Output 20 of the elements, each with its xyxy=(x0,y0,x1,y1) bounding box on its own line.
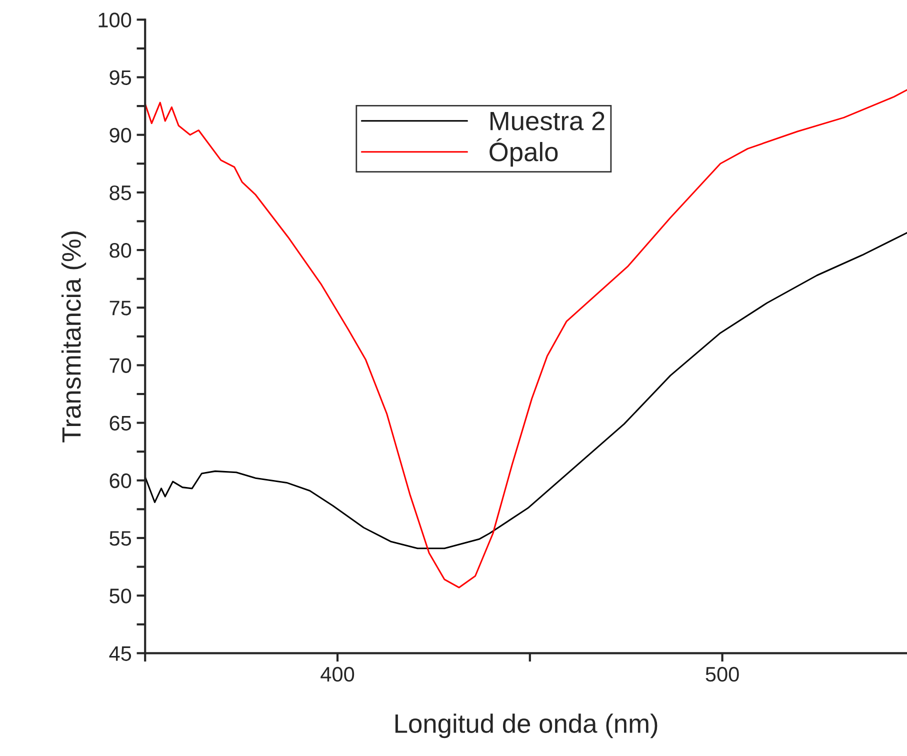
x-tick-label: 500 xyxy=(706,666,739,682)
y-tick-label: 45 xyxy=(109,646,132,661)
y-tick-label: 50 xyxy=(110,588,132,604)
y-tick-label: 80 xyxy=(110,243,132,258)
line-series xyxy=(145,232,907,550)
x-axis-title: Longitud de onda (nm) xyxy=(395,714,658,738)
y-tick-label: 55 xyxy=(110,531,132,546)
y-tick-label: 75 xyxy=(110,300,132,316)
y-tick-label: 95 xyxy=(110,70,132,86)
x-tick-label: 400 xyxy=(320,666,354,682)
legend-label: Ópalo xyxy=(490,138,558,167)
line-series xyxy=(145,89,907,588)
y-tick-label: 90 xyxy=(110,128,132,143)
y-tick-label: 85 xyxy=(110,185,132,200)
y-tick-label: 60 xyxy=(110,473,132,488)
y-tick-label: 65 xyxy=(110,416,132,431)
legend-label: Muestra 2 xyxy=(490,112,604,130)
y-tick-label: 100 xyxy=(98,12,132,28)
y-axis-title: Transmitancia (%) xyxy=(61,232,86,442)
y-tick-label: 70 xyxy=(110,358,132,373)
